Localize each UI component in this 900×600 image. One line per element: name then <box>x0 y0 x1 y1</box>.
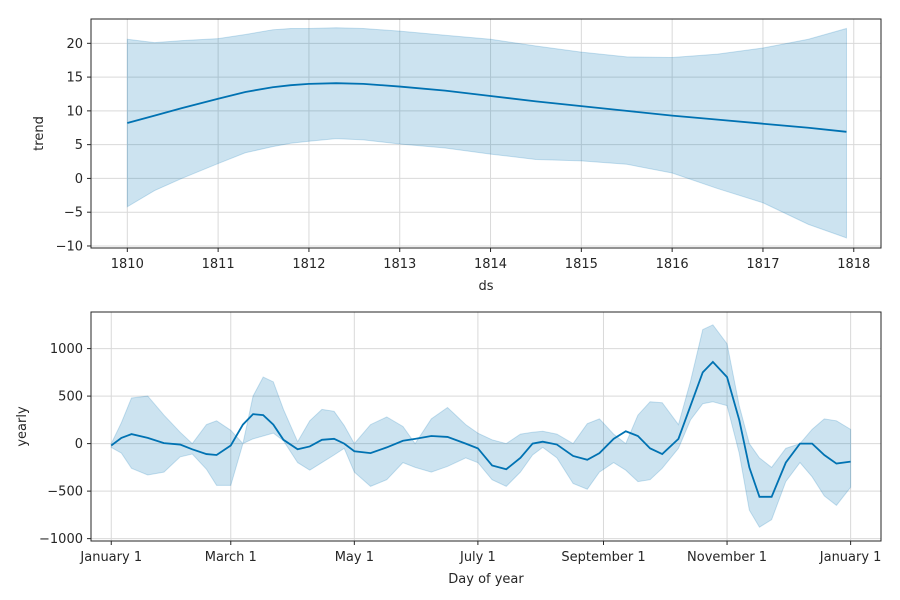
trend-y-tick-label: 20 <box>66 37 83 52</box>
yearly-y-tick-label: −500 <box>47 485 83 500</box>
trend-x-tick-label: 1812 <box>292 257 325 272</box>
trend-x-tick-label: 1818 <box>837 257 870 272</box>
yearly-y-tick-label: 1000 <box>50 342 83 357</box>
trend-x-tick-label: 1815 <box>565 257 598 272</box>
chart-panel-trend: 1810 1811 1812 1813 1814 1815 1816 1817 1818 −10 −… <box>32 18 882 294</box>
yearly-y-tick-label: 500 <box>58 390 83 405</box>
yearly-x-tick-label: March 1 <box>205 550 257 565</box>
yearly-y-axis-label: yearly <box>15 406 30 447</box>
yearly-x-tick-label: January 1 <box>79 550 142 565</box>
trend-x-axis-label: ds <box>478 279 493 294</box>
trend-x-tick-label: 1811 <box>202 257 235 272</box>
yearly-x-tick-label: May 1 <box>335 550 374 565</box>
yearly-x-axis-label: Day of year <box>448 572 524 587</box>
trend-x-tick-label: 1810 <box>111 257 144 272</box>
yearly-axes-frame <box>90 311 882 542</box>
trend-y-tick-label: 5 <box>75 138 83 153</box>
yearly-x-tick-label: July 1 <box>459 550 496 565</box>
trend-y-tick-label: −5 <box>64 206 83 221</box>
yearly-y-tick-label: −1000 <box>39 532 83 547</box>
trend-x-tick-label: 1813 <box>383 257 416 272</box>
trend-y-tick-label: 15 <box>66 71 83 86</box>
trend-x-tick-label: 1814 <box>474 257 507 272</box>
yearly-uncertainty-band <box>110 324 852 528</box>
trend-axes-frame <box>90 18 882 249</box>
yearly-series-line <box>110 360 851 498</box>
trend-series-line <box>127 82 847 133</box>
yearly-x-tick-label: January 1 <box>819 550 882 565</box>
trend-y-tick-label: 0 <box>75 172 83 187</box>
yearly-x-tick-label: September 1 <box>561 550 645 565</box>
trend-x-tick-label: 1816 <box>656 257 689 272</box>
chart-panel-yearly: January 1 March 1 May 1 July 1 September 1 No… <box>15 311 882 587</box>
trend-y-tick-label: 10 <box>66 104 83 119</box>
trend-y-tick-label: −10 <box>56 239 83 254</box>
trend-y-axis-label: trend <box>32 116 47 151</box>
yearly-x-tick-label: November 1 <box>687 550 767 565</box>
yearly-y-tick-label: 0 <box>75 437 83 452</box>
trend-uncertainty-band <box>126 27 847 239</box>
trend-x-tick-label: 1817 <box>746 257 779 272</box>
